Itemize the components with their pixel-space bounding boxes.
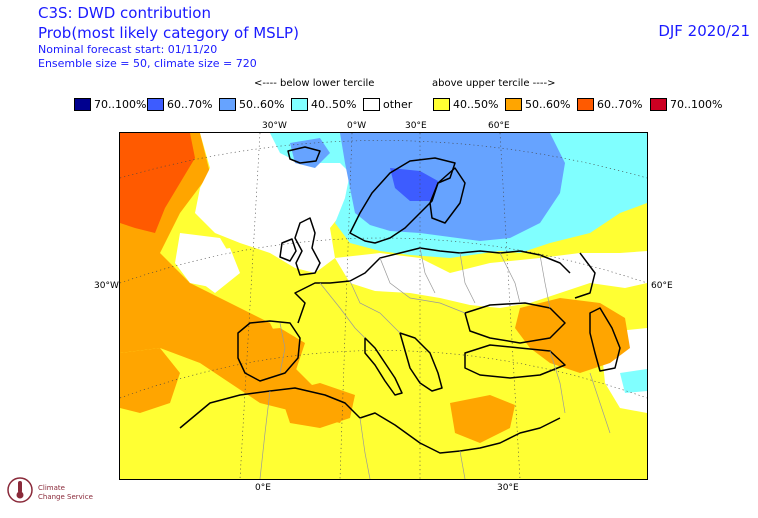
border-line [549,350,566,414]
title: C3S: DWD contribution [38,4,211,22]
prob-region-orange-azores [120,348,180,413]
coast-balkans [399,332,443,392]
coast-britain [294,217,321,276]
thermometer-icon [7,477,33,503]
legend-label: 70..100% [94,98,147,111]
map [119,132,648,480]
graticule-line [120,140,647,179]
lon-label-top-30e: 30°E [405,121,427,131]
legend-swatch [363,98,380,111]
prob-region-orange-spain [230,328,305,383]
prob-region-orange-africa [280,383,355,428]
graticule-line [239,133,261,479]
coastlines [179,146,621,454]
graticule-line [120,350,647,399]
prob-region-white-west-patch [195,248,240,293]
below-tercile-label: <---- below lower tercile [254,78,375,89]
legend-label: 40..50% [311,98,357,111]
prob-region-orange-atlantic [120,133,350,423]
coast-finland [429,167,466,224]
prob-region-darkorange-nw2 [140,138,165,168]
border-line [319,282,366,339]
forecast-start: Nominal forecast start: 01/11/20 [38,43,218,56]
lon-label-top-0w: 0°W [347,121,367,131]
legend-swatch [291,98,308,111]
coast-italy [364,337,403,396]
border-line [459,252,476,304]
lon-label-bottom-30e: 30°E [497,483,519,493]
border-line [459,450,466,479]
border-line [419,247,436,294]
coast-caspian [589,307,621,372]
coast-scandinavia [349,157,456,244]
coast-turkey [464,344,566,379]
prob-region-orange-east-med [450,395,515,443]
lon-label-top-30w: 30°W [262,121,287,131]
lon-label-top-60e: 60°E [488,121,510,131]
border-line [499,252,521,304]
c3s-logo: Climate Change Service [6,474,106,514]
legend-swatch [577,98,594,111]
legend-swatch [147,98,164,111]
graticule [120,133,647,479]
prob-region-white-central [335,251,647,308]
coast-iceland [287,146,321,164]
coast-ireland [279,238,297,262]
above-tercile-label: above upper tercile ----> [432,78,556,89]
border-line [539,254,551,309]
legend-label: 50..60% [525,98,571,111]
prob-region-darkorange-nw [120,133,195,233]
legend-label: 60..70% [167,98,213,111]
lon-label-right: 60°E [651,281,673,291]
legend-label: 70..100% [670,98,723,111]
legend-label: 40..50% [453,98,499,111]
graticule-line [499,133,521,479]
border-line [259,390,271,479]
coast-iberia [237,320,301,382]
border-line [279,322,286,374]
prob-region-cyan-east [620,369,647,393]
graticule-line [339,133,353,479]
ensemble-info: Ensemble size = 50, climate size = 720 [38,57,257,70]
prob-region-lightblue-scandinavia [340,133,565,241]
legend-swatch [433,98,450,111]
legend-label: 50..60% [239,98,285,111]
prob-region-white-north [195,133,380,273]
lon-label-left: 30°W [94,281,119,291]
legend-label: other [383,98,413,111]
coast-north-africa [179,387,561,454]
coast-black-sea [464,302,566,344]
borders [259,247,611,479]
subtitle: Prob(most likely category of MSLP) [38,24,299,42]
legend-swatch [74,98,91,111]
border-line [359,417,371,479]
border-line [589,372,611,434]
legend-label: 60..70% [597,98,643,111]
border-line [379,257,466,314]
prob-region-lightblue-iceland [290,138,330,168]
prob-region-blue-scandinavia [390,168,438,201]
border-line [349,280,401,334]
legend-swatch [505,98,522,111]
coast-caspian-east [574,252,596,299]
lon-label-bottom-0e: 0°E [255,483,271,493]
legend-swatch [650,98,667,111]
prob-region-orange-turkey [515,298,630,373]
logo-text-line2: Change Service [38,493,93,501]
logo-text-line1: Climate [38,484,65,492]
season-label: DJF 2020/21 [658,22,750,40]
coast-europe-main [294,247,571,324]
legend-swatch [219,98,236,111]
